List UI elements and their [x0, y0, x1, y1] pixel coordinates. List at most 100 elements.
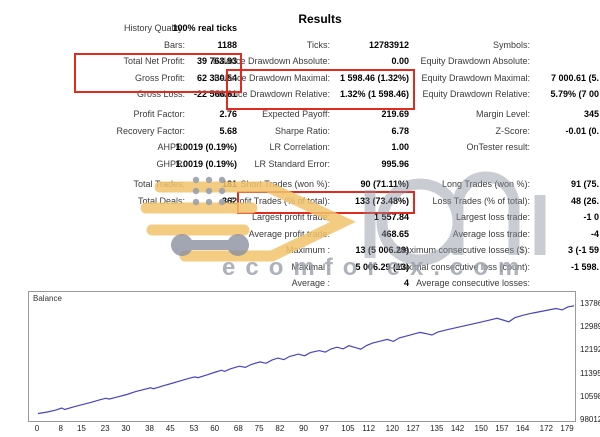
stat-value: -0.01 (0.	[565, 125, 599, 136]
balance-chart	[28, 291, 576, 422]
stat-value: 3 (-1 59	[567, 245, 599, 255]
stat-label: Bars:	[163, 39, 185, 50]
stat-label: Maximum consecutive losses ($):	[396, 245, 530, 255]
x-axis-tick: 127	[406, 424, 420, 433]
stat-label: Gross Loss:	[136, 89, 185, 99]
x-axis-tick: 60	[210, 424, 220, 433]
y-axis-tick: 12192	[580, 345, 600, 355]
highlight-box-balance-drawdown	[226, 69, 415, 110]
stat-label: Loss Trades (% of total):	[432, 195, 530, 206]
page-title: Results	[298, 12, 342, 26]
stat-label: Total Net Profit:	[123, 56, 185, 66]
stat-label: LR Standard Error:	[254, 158, 330, 169]
stat-label: Equity Drawdown Absolute:	[420, 56, 530, 66]
x-axis-tick: 8	[58, 424, 63, 433]
stat-value: 4	[403, 278, 409, 288]
stat-value: 7 000.61 (5.	[550, 72, 599, 83]
stat-label: Balance Drawdown Relative:	[214, 89, 330, 99]
stat-value: -4	[590, 228, 599, 239]
stat-label: Margin Level:	[475, 109, 530, 119]
stat-value: 100% real ticks	[172, 23, 237, 33]
stat-value: 13 (5 006.29)	[355, 245, 409, 255]
stat-label: Average :	[291, 278, 330, 288]
y-axis-tick: 12989	[580, 322, 600, 332]
stat-label: LR Correlation:	[269, 142, 330, 152]
x-axis-tick: 97	[319, 424, 329, 433]
stat-label: Average consecutive losses:	[416, 278, 530, 288]
x-axis-tick: 82	[275, 424, 285, 433]
stat-value: 468.65	[381, 228, 409, 239]
stat-label: Symbols:	[492, 39, 530, 50]
stat-label: Equity Drawdown Maximal:	[421, 72, 530, 83]
stat-value: 6.78	[391, 125, 409, 136]
stat-value: 219.69	[381, 109, 409, 119]
stat-label: History Quality:	[123, 23, 185, 33]
x-axis-tick: 15	[76, 424, 86, 433]
y-axis-tick: 10598	[580, 391, 600, 401]
chart-series-label: Balance	[33, 294, 62, 303]
x-axis-tick: 135	[430, 424, 444, 433]
stat-label: GHPR:	[156, 158, 185, 169]
stat-label: Maximum :	[285, 245, 330, 255]
stat-value: 90 (71.11%)	[360, 179, 409, 189]
stat-label: Average loss trade:	[452, 228, 530, 239]
stat-label: Equity Drawdown Relative:	[422, 89, 530, 99]
x-axis-tick: 105	[341, 424, 355, 433]
stat-label: Profit Factor:	[133, 109, 185, 119]
stat-label: AHPR:	[157, 142, 185, 152]
stat-value: 12783912	[368, 39, 409, 50]
x-axis-tick: 142	[450, 424, 465, 433]
stat-value: -22 566.61	[193, 89, 237, 99]
x-axis-tick: 68	[233, 424, 243, 433]
stat-value: 5.79% (7 00	[550, 89, 599, 99]
stat-label: Ticks:	[306, 39, 330, 50]
stat-value: 48 (26.	[570, 195, 599, 206]
stat-value: 1188	[217, 39, 237, 50]
stat-value: -1 0	[583, 212, 599, 222]
stat-value: 133 (73.48%)	[354, 195, 409, 206]
x-axis-tick: 172	[539, 424, 554, 433]
stat-value: 1.0019 (0.19%)	[175, 158, 237, 169]
x-axis-tick: 112	[362, 424, 376, 433]
stat-label: Sharpe Ratio:	[274, 125, 330, 136]
x-axis-tick: 164	[515, 424, 530, 433]
x-axis-tick: 23	[100, 424, 110, 433]
x-axis-tick: 75	[254, 424, 264, 433]
results-stats-grid: History Quality: 100% real ticks Bars: 1188…	[116, 23, 599, 288]
stat-value: 2.76	[219, 109, 237, 119]
balance-series-line	[37, 305, 575, 415]
stat-value: -1 598.	[570, 261, 599, 272]
stat-label: Short Trades (won %):	[240, 179, 330, 189]
stat-label: Z-Score:	[495, 125, 530, 136]
x-axis-tick: 30	[121, 424, 131, 433]
stat-value: 1.0019 (0.19%)	[175, 142, 237, 152]
stat-label: Total Trades:	[133, 179, 185, 189]
y-axis-tick: 11395	[580, 368, 600, 378]
x-axis-tick: 150	[474, 424, 488, 433]
stat-value: 5.68	[219, 125, 237, 136]
x-axis-tick: 157	[495, 424, 509, 433]
stat-value: 0.00	[391, 56, 409, 66]
stat-label: Maximal consecutive loss (count):	[394, 261, 530, 272]
stat-value: 62 330.54	[196, 72, 237, 83]
x-axis-tick: 38	[145, 424, 154, 433]
stat-value: 1.32% (1 598.46)	[339, 89, 409, 99]
highlight-box-profit-trades	[237, 191, 415, 214]
stat-value: 995.96	[381, 158, 409, 169]
stat-label: Balance Drawdown Maximal:	[213, 72, 330, 83]
stat-value: 39 763.93	[196, 56, 237, 66]
stat-value: 1 598.46 (1.32%)	[339, 72, 409, 83]
stat-label: Balance Drawdown Absolute:	[212, 56, 330, 66]
highlight-box-net-profit	[74, 53, 242, 93]
x-axis-tick: 120	[385, 424, 400, 433]
stat-label: Recovery Factor:	[116, 125, 185, 136]
stat-label: Average profit trade:	[248, 228, 330, 239]
x-axis-tick: 45	[165, 424, 175, 433]
y-axis-tick: 98012	[580, 415, 600, 424]
stat-label: Largest loss trade:	[455, 212, 530, 222]
stat-value: 345	[583, 109, 599, 119]
stat-label: Gross Profit:	[134, 72, 185, 83]
y-axis-tick: 13786	[580, 299, 600, 308]
x-axis-tick: 90	[299, 424, 308, 433]
stat-value: 1 557.84	[373, 212, 409, 222]
